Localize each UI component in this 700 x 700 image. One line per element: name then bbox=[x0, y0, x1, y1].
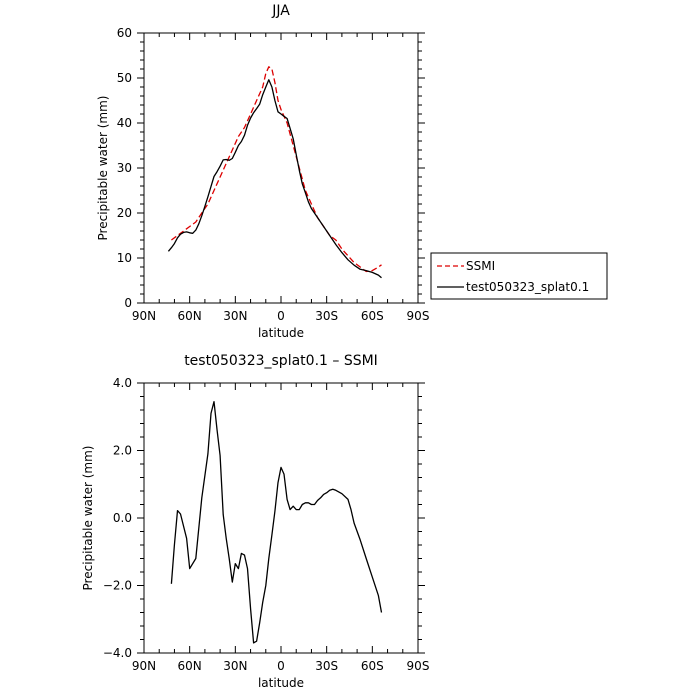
plot-frame bbox=[143, 32, 419, 304]
y-tick-label: 40 bbox=[117, 116, 132, 130]
y-tick-label: 50 bbox=[117, 71, 132, 85]
y-tick-label: 0.0 bbox=[113, 511, 132, 525]
legend-box bbox=[430, 252, 608, 300]
y-tick-label: 20 bbox=[117, 206, 132, 220]
y-tick-label: 2.0 bbox=[113, 444, 132, 458]
y-tick-label: 4.0 bbox=[113, 376, 132, 390]
x-tick-label: 30N bbox=[223, 309, 247, 323]
y-tick-label: 10 bbox=[117, 251, 132, 265]
x-tick-label: 0 bbox=[277, 659, 285, 673]
x-tick-label: 60N bbox=[178, 659, 202, 673]
top-panel-jja: 90N 60N 30N 0 30S 60S 90S 0 10 20 30 40 50 60 JJA latit… bbox=[96, 3, 429, 340]
x-tick-label: 90N bbox=[132, 309, 156, 323]
x-tick-label: 0 bbox=[277, 309, 285, 323]
x-tick-label: 30N bbox=[223, 659, 247, 673]
y-axis-label: Precipitable water (mm) bbox=[96, 96, 110, 241]
x-tick-label: 90S bbox=[407, 659, 430, 673]
x-tick-label: 30S bbox=[315, 659, 338, 673]
y-axis-label: Precipitable water (mm) bbox=[81, 446, 95, 591]
chart-title: test050323_splat0.1 – SSMI bbox=[184, 353, 378, 369]
y-tick-label: 30 bbox=[117, 161, 132, 175]
x-tick-label: 60N bbox=[178, 309, 202, 323]
series-line-ssmi bbox=[171, 66, 382, 273]
x-tick-label: 60S bbox=[361, 659, 384, 673]
y-tick-label: 60 bbox=[117, 26, 132, 40]
y-tick-label: −2.0 bbox=[103, 579, 132, 593]
x-axis-label: latitude bbox=[258, 676, 304, 690]
legend: SSMI test050323_splat0.1 bbox=[430, 252, 608, 300]
y-tick-label: −4.0 bbox=[103, 646, 132, 660]
x-tick-label: 30S bbox=[315, 309, 338, 323]
x-axis-label: latitude bbox=[258, 326, 304, 340]
bottom-panel-difference: 90N 60N 30N 0 30S 60S 90S −4.0 −2.0 0.0 2.0 4.0 test… bbox=[81, 353, 429, 690]
legend-label: SSMI bbox=[466, 259, 495, 273]
series-line-test050323-splat0-1 bbox=[167, 79, 382, 279]
x-tick-label: 90N bbox=[132, 659, 156, 673]
legend-label: test050323_splat0.1 bbox=[466, 280, 589, 294]
y-tick-label: 0 bbox=[124, 296, 132, 310]
plot-frame bbox=[143, 382, 419, 654]
chart-title: JJA bbox=[271, 3, 290, 19]
series-line-difference bbox=[170, 400, 383, 644]
x-tick-label: 60S bbox=[361, 309, 384, 323]
x-tick-label: 90S bbox=[407, 309, 430, 323]
